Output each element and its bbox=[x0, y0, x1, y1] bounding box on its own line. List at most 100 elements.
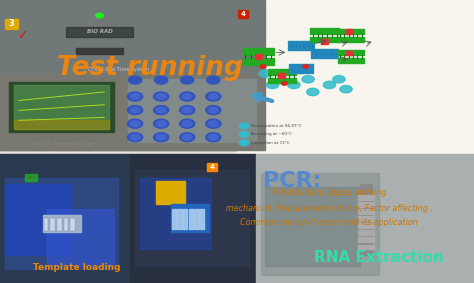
Bar bbox=[0, 74, 265, 150]
Bar bbox=[43, 215, 81, 232]
Bar bbox=[358, 237, 374, 242]
Circle shape bbox=[207, 76, 220, 84]
Circle shape bbox=[154, 133, 169, 142]
Bar bbox=[310, 37, 339, 42]
Bar bbox=[76, 48, 123, 54]
Bar bbox=[256, 154, 474, 283]
Bar bbox=[288, 46, 314, 50]
Text: mechanism, Requirements to run, Factor affecting ,: mechanism, Requirements to run, Factor a… bbox=[226, 203, 433, 213]
Bar bbox=[278, 73, 285, 78]
Circle shape bbox=[180, 133, 195, 142]
Circle shape bbox=[128, 106, 143, 115]
Bar bbox=[358, 195, 374, 200]
Bar bbox=[358, 223, 374, 228]
Bar bbox=[14, 85, 109, 129]
Text: ✓: ✓ bbox=[28, 175, 34, 181]
Bar bbox=[172, 209, 176, 229]
Circle shape bbox=[260, 65, 266, 68]
Bar bbox=[14, 120, 109, 129]
Bar bbox=[321, 39, 328, 44]
Circle shape bbox=[206, 133, 221, 142]
Bar bbox=[360, 184, 372, 255]
Circle shape bbox=[182, 134, 192, 140]
Circle shape bbox=[307, 88, 319, 96]
Bar bbox=[0, 0, 265, 79]
Circle shape bbox=[182, 107, 192, 113]
Text: Test running: Test running bbox=[57, 55, 243, 81]
Circle shape bbox=[96, 13, 103, 18]
Bar bbox=[44, 218, 48, 231]
Circle shape bbox=[128, 119, 143, 128]
Bar bbox=[207, 163, 217, 171]
Bar bbox=[14, 85, 109, 129]
Circle shape bbox=[259, 70, 272, 77]
Text: Annealing at ~60°C: Annealing at ~60°C bbox=[251, 132, 292, 136]
Circle shape bbox=[156, 94, 166, 99]
Circle shape bbox=[180, 119, 195, 128]
Bar bbox=[135, 170, 249, 266]
Circle shape bbox=[182, 94, 192, 99]
Circle shape bbox=[128, 76, 142, 84]
Circle shape bbox=[154, 119, 169, 128]
Circle shape bbox=[206, 119, 221, 128]
Bar bbox=[189, 209, 193, 229]
Bar bbox=[358, 216, 374, 221]
Text: 3: 3 bbox=[9, 19, 14, 28]
Circle shape bbox=[182, 121, 192, 127]
Bar bbox=[50, 218, 55, 231]
Bar bbox=[171, 204, 209, 232]
Circle shape bbox=[156, 107, 166, 113]
Circle shape bbox=[180, 92, 195, 101]
Bar bbox=[358, 245, 374, 249]
Circle shape bbox=[239, 132, 249, 137]
Bar bbox=[0, 154, 130, 283]
Circle shape bbox=[130, 94, 140, 99]
Circle shape bbox=[303, 65, 309, 68]
Bar bbox=[5, 178, 118, 269]
Bar bbox=[337, 50, 364, 55]
Bar bbox=[346, 29, 352, 34]
Bar bbox=[337, 37, 364, 42]
Circle shape bbox=[302, 76, 314, 83]
Bar bbox=[200, 209, 204, 229]
Bar bbox=[194, 209, 199, 229]
Bar bbox=[5, 184, 71, 255]
Circle shape bbox=[333, 76, 345, 83]
Bar bbox=[265, 187, 360, 266]
Circle shape bbox=[239, 140, 249, 146]
Circle shape bbox=[206, 106, 221, 115]
Bar bbox=[311, 54, 338, 58]
Bar bbox=[261, 173, 379, 275]
Bar bbox=[311, 50, 338, 54]
Text: CFX96 Real Time System: CFX96 Real Time System bbox=[88, 67, 149, 72]
Bar bbox=[57, 218, 62, 231]
Bar bbox=[288, 40, 314, 45]
Circle shape bbox=[154, 106, 169, 115]
Circle shape bbox=[323, 81, 336, 89]
Bar bbox=[183, 209, 187, 229]
Circle shape bbox=[181, 76, 194, 84]
Circle shape bbox=[340, 85, 352, 93]
Bar bbox=[238, 10, 248, 18]
Circle shape bbox=[209, 107, 218, 113]
Circle shape bbox=[239, 123, 249, 129]
Circle shape bbox=[209, 134, 218, 140]
Bar bbox=[130, 154, 256, 283]
Bar bbox=[9, 82, 114, 132]
Circle shape bbox=[128, 133, 143, 142]
Circle shape bbox=[130, 107, 140, 113]
Circle shape bbox=[128, 92, 143, 101]
Bar bbox=[66, 27, 133, 37]
Text: RNA Extraction: RNA Extraction bbox=[314, 250, 444, 265]
Text: ✓: ✓ bbox=[18, 29, 28, 42]
Circle shape bbox=[288, 81, 300, 89]
Bar bbox=[5, 19, 18, 29]
Bar bbox=[289, 68, 313, 72]
Bar bbox=[25, 174, 37, 181]
Bar bbox=[268, 69, 296, 75]
Text: Common source of errors and its application: Common source of errors and its applicat… bbox=[240, 218, 419, 227]
Text: PCR:: PCR: bbox=[263, 171, 321, 191]
Bar bbox=[337, 58, 364, 63]
Circle shape bbox=[209, 121, 218, 127]
Text: Template loading: Template loading bbox=[33, 263, 121, 272]
